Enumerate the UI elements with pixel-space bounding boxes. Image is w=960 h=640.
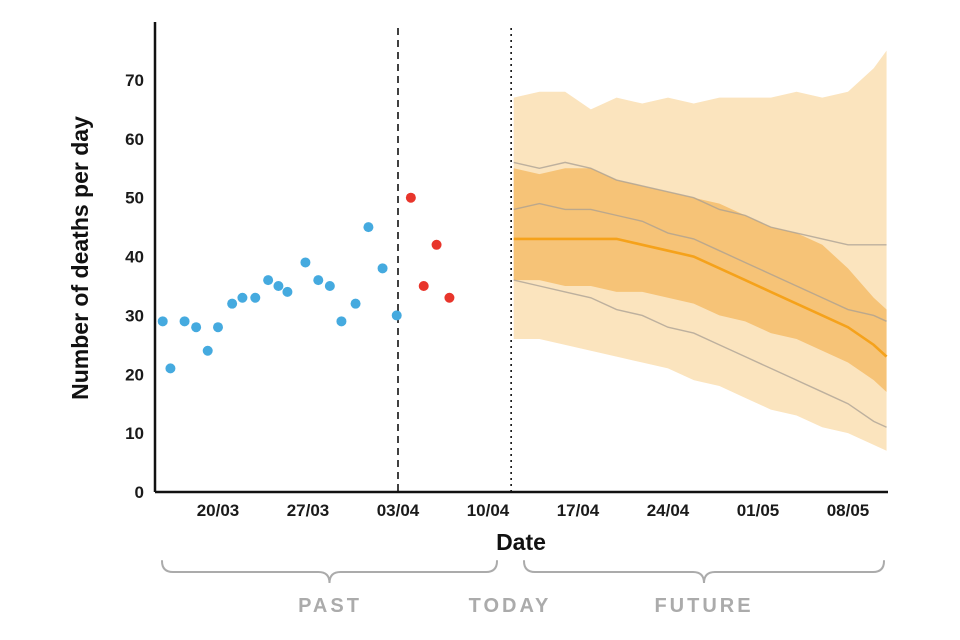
y-tick-label: 0	[135, 483, 144, 502]
y-tick-label: 50	[125, 189, 144, 208]
past-label: PAST	[298, 595, 362, 617]
point-observed-past	[350, 298, 361, 309]
point-observed-past	[263, 275, 274, 286]
point-observed-past	[250, 292, 261, 303]
point-observed-past	[282, 286, 293, 297]
point-observed-past	[227, 298, 238, 309]
point-observed-past	[237, 292, 248, 303]
point-observed-past	[165, 363, 176, 374]
y-tick-label: 40	[125, 248, 144, 267]
y-tick-label: 30	[125, 306, 144, 325]
forecast-sample-line	[513, 279, 887, 428]
point-observed-past	[377, 263, 388, 274]
x-axis-label: Date	[496, 529, 546, 555]
y-tick-label: 60	[125, 130, 144, 149]
forecast-sample-line	[513, 161, 887, 246]
future-label: FUTURE	[654, 595, 753, 617]
x-tick-label: 01/05	[737, 501, 780, 520]
x-tick-label: 10/04	[467, 501, 510, 520]
today-label: TODAY	[469, 595, 552, 617]
x-tick-label: 08/05	[827, 501, 870, 520]
point-observed-past	[202, 345, 213, 356]
x-tick-label: 20/03	[197, 501, 240, 520]
y-tick-label: 20	[125, 365, 144, 384]
point-observed-recent	[418, 281, 429, 292]
point-observed-past	[324, 281, 335, 292]
y-tick-label: 10	[125, 424, 144, 443]
point-observed-past	[336, 316, 347, 327]
forecast-median-line	[513, 237, 888, 358]
x-tick-label: 27/03	[287, 501, 330, 520]
y-tick-label: 70	[125, 71, 144, 90]
point-observed-past	[300, 257, 311, 268]
forecast-inner-band	[513, 168, 887, 392]
point-observed-past	[363, 222, 374, 233]
point-observed-recent	[405, 192, 416, 203]
point-observed-past	[179, 316, 190, 327]
point-observed-past	[273, 281, 284, 292]
past-brace	[161, 560, 498, 584]
point-observed-past	[391, 310, 402, 321]
point-observed-past	[191, 322, 202, 333]
point-observed-recent	[444, 292, 455, 303]
point-observed-past	[157, 316, 168, 327]
future-brace	[523, 560, 885, 584]
x-tick-label: 17/04	[557, 501, 600, 520]
point-observed-recent	[431, 239, 442, 250]
x-tick-label: 24/04	[647, 501, 690, 520]
x-tick-label: 03/04	[377, 501, 420, 520]
point-observed-past	[313, 275, 324, 286]
forecast-sample-line	[513, 202, 887, 322]
point-observed-past	[213, 322, 223, 333]
y-axis-label: Number of deaths per day	[67, 116, 93, 400]
